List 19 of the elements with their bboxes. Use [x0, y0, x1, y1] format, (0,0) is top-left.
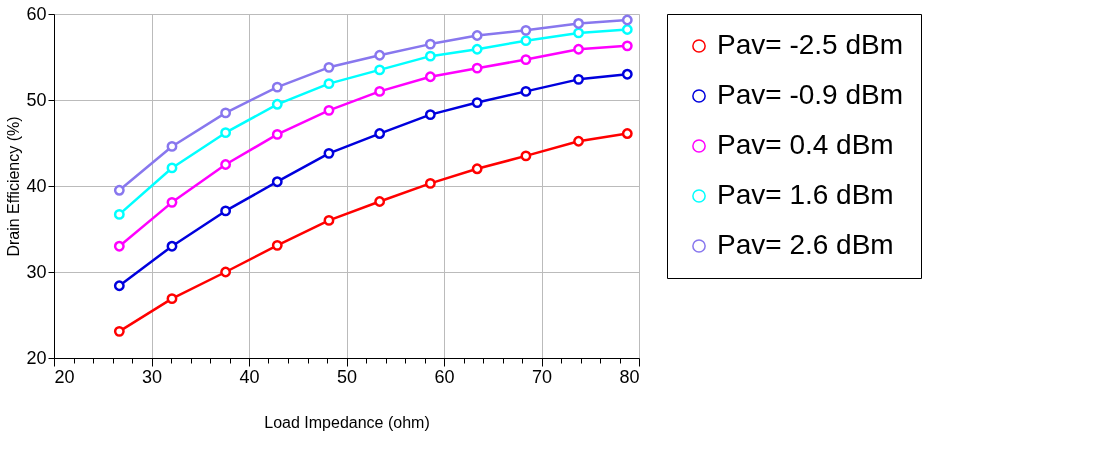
legend-label: Pav= 2.6 dBm	[717, 229, 894, 260]
legend-label: Pav= -0.9 dBm	[717, 79, 903, 110]
legend-label: Pav= -2.5 dBm	[717, 29, 903, 60]
x-tick-label: 30	[141, 366, 163, 387]
x-tick-label: 80	[619, 366, 640, 387]
y-tick-label: 60	[26, 3, 47, 24]
y-tick-label: 50	[26, 89, 47, 110]
x-tick-label: 40	[239, 366, 260, 387]
legend-label: Pav= 0.4 dBm	[717, 129, 894, 160]
y-tick-label: 40	[26, 175, 47, 196]
x-tick-label: 70	[531, 366, 553, 387]
y-tick-label: 20	[26, 347, 47, 368]
y-axis-title: Drain Efficiency (%)	[5, 116, 23, 257]
legend-label: Pav= 1.6 dBm	[717, 179, 894, 210]
x-tick-label: 20	[54, 366, 75, 387]
x-axis-title: Load Impedance (ohm)	[264, 413, 430, 431]
x-tick-label: 50	[336, 366, 358, 387]
y-tick-label: 30	[26, 261, 47, 282]
x-tick-label: 60	[434, 366, 455, 387]
